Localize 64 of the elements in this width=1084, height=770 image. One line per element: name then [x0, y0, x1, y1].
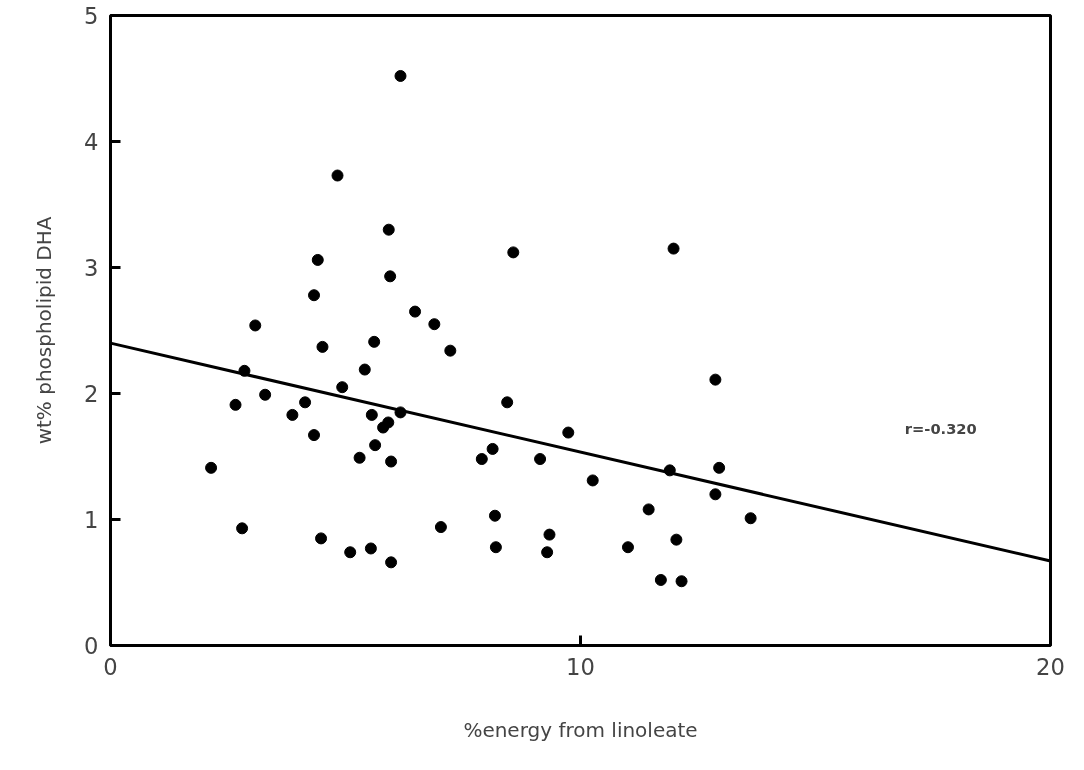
point: [713, 461, 726, 474]
annotation: r=-0.320: [904, 420, 977, 438]
point: [562, 426, 575, 439]
point: [316, 340, 329, 353]
y-tick-label: 3: [84, 255, 99, 281]
x-tick-label: 20: [1036, 653, 1065, 680]
point: [205, 461, 218, 474]
point: [475, 453, 488, 466]
y-tick-label: 0: [84, 633, 99, 659]
point: [428, 318, 441, 331]
point: [709, 488, 722, 501]
point: [229, 398, 242, 411]
point: [654, 573, 667, 586]
x-tick-label: 0: [103, 653, 118, 680]
point: [675, 575, 688, 588]
y-axis-title: wt% phospholipid DHA: [32, 216, 57, 445]
point: [384, 270, 397, 283]
point: [543, 528, 556, 541]
x-tick-label: 10: [566, 653, 595, 680]
point: [409, 305, 422, 318]
point: [311, 253, 324, 266]
point: [434, 521, 447, 534]
point: [670, 533, 683, 546]
point: [744, 512, 757, 525]
point: [369, 439, 382, 452]
point: [249, 319, 262, 332]
point: [541, 546, 554, 559]
point: [382, 223, 395, 236]
point: [642, 503, 655, 516]
point: [621, 541, 634, 554]
point: [308, 289, 321, 302]
point: [308, 429, 321, 442]
point: [364, 542, 377, 555]
point: [331, 169, 344, 182]
point: [259, 388, 272, 401]
point: [353, 451, 366, 464]
y-tick-label: 1: [84, 507, 99, 533]
point: [667, 242, 680, 255]
point: [534, 453, 547, 466]
y-tick-label: 5: [84, 3, 99, 29]
point: [488, 509, 501, 522]
point: [299, 396, 312, 409]
point: [368, 335, 381, 348]
point: [444, 344, 457, 357]
point: [385, 455, 398, 468]
point: [382, 416, 395, 429]
point: [344, 546, 357, 559]
point: [501, 396, 514, 409]
point: [286, 408, 299, 421]
point: [336, 381, 349, 394]
y-tick-label: 4: [84, 129, 99, 155]
point: [315, 532, 328, 545]
x-axis-title: %energy from linoleate: [463, 717, 698, 742]
point: [236, 522, 249, 535]
point: [385, 556, 398, 569]
y-tick-label: 2: [84, 381, 99, 407]
point: [709, 373, 722, 386]
point: [507, 246, 520, 259]
point: [394, 69, 407, 82]
point: [486, 442, 499, 455]
point: [358, 363, 371, 376]
point: [365, 408, 378, 421]
point: [586, 474, 599, 487]
point: [489, 541, 502, 554]
